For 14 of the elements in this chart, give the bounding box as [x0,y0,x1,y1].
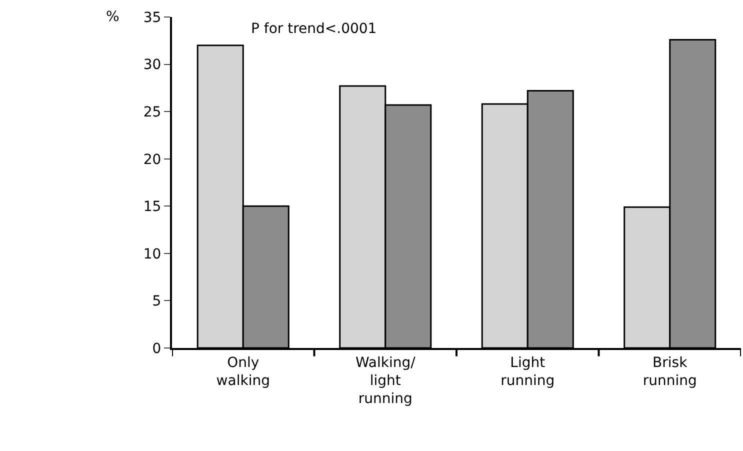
y-tick-label: 20 [143,152,162,168]
x-tick-label: Only walking [216,354,270,389]
y-axis-title: % [106,9,120,25]
x-tick-label: Brisk running [642,354,697,389]
y-tick-label: 15 [143,199,162,216]
y-tick-label: 35 [143,10,162,26]
y-tick-label: 30 [143,57,162,74]
x-tick-label: Walking/ light running [355,354,416,408]
y-tick-label: 5 [152,294,162,310]
y-tick-label: 0 [152,340,162,357]
x-tick-label: Light running [500,354,555,389]
y-tick-label: 10 [143,246,162,262]
annotation: P for trend<.0001 [251,21,377,37]
y-tick-label: 25 [143,104,162,120]
